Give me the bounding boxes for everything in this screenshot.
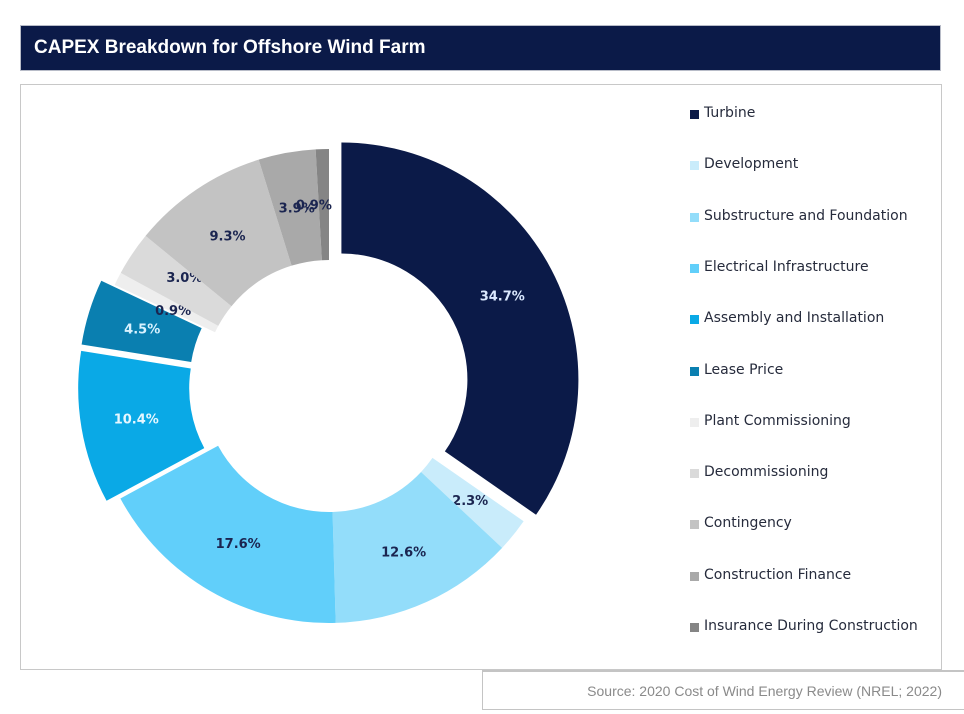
legend-swatch-icon <box>690 315 699 325</box>
slice-turbine <box>341 142 579 515</box>
data-label-lease-price: 4.5% <box>124 322 160 337</box>
data-label-electrical-infrastructure: 17.6% <box>216 537 261 552</box>
slice-lease-price <box>81 280 202 362</box>
data-label-contingency: 9.3% <box>210 230 246 245</box>
legend-swatch-icon <box>690 469 699 479</box>
data-label-development: 2.3% <box>452 494 488 509</box>
data-label-assembly-and-installation: 10.4% <box>114 413 159 428</box>
legend-label: Contingency <box>704 515 792 532</box>
legend-swatch-icon <box>690 623 699 632</box>
slice-plant-commissioning <box>114 272 219 333</box>
legend-label: Insurance During Construction <box>704 618 918 634</box>
title-bar: CAPEX Breakdown for Offshore Wind Farm <box>20 25 941 71</box>
legend-swatch-icon <box>690 212 699 222</box>
data-label-construction-finance: 3.9% <box>279 201 315 216</box>
slice-substructure-and-foundation <box>332 472 503 623</box>
data-label-plant-commissioning: 0.9% <box>155 304 191 319</box>
chart-title: CAPEX Breakdown for Offshore Wind Farm <box>34 37 426 58</box>
slice-development <box>421 457 524 548</box>
legend-label: Construction Finance <box>704 566 852 583</box>
legend-swatch-icon <box>690 417 699 427</box>
legend-label: Assembly and Installation <box>704 310 885 327</box>
legend-label: Substructure and Foundation <box>704 207 908 224</box>
source-note: Source: 2020 Cost of Wind Energy Review … <box>587 683 942 699</box>
legend-label: Development <box>704 156 799 173</box>
slice-assembly-and-installation <box>78 350 205 501</box>
legend-swatch-icon <box>690 263 699 273</box>
slice-decommissioning <box>120 235 232 326</box>
slice-construction-finance <box>258 149 322 266</box>
legend-swatch-icon <box>690 110 699 119</box>
legend-swatch-icon <box>690 366 699 376</box>
legend-label: Turbine <box>704 105 756 121</box>
legend-label: Electrical Infrastructure <box>704 258 869 275</box>
data-label-substructure-and-foundation: 12.6% <box>381 545 426 560</box>
legend-label: Decommissioning <box>704 464 829 481</box>
data-label-turbine: 34.7% <box>480 289 525 304</box>
slice-insurance-during-construction <box>315 149 329 261</box>
data-label-insurance-during-construction: 0.9% <box>296 199 332 214</box>
source-box: Source: 2020 Cost of Wind Energy Review … <box>482 670 964 710</box>
legend-label: Plant Commissioning <box>704 412 851 429</box>
legend-label: Lease Price <box>704 361 784 378</box>
legend-swatch-icon <box>690 161 699 171</box>
slice-electrical-infrastructure <box>120 445 336 623</box>
legend-swatch-icon <box>690 520 699 530</box>
legend-swatch-icon <box>690 571 699 581</box>
slice-contingency <box>145 159 292 307</box>
